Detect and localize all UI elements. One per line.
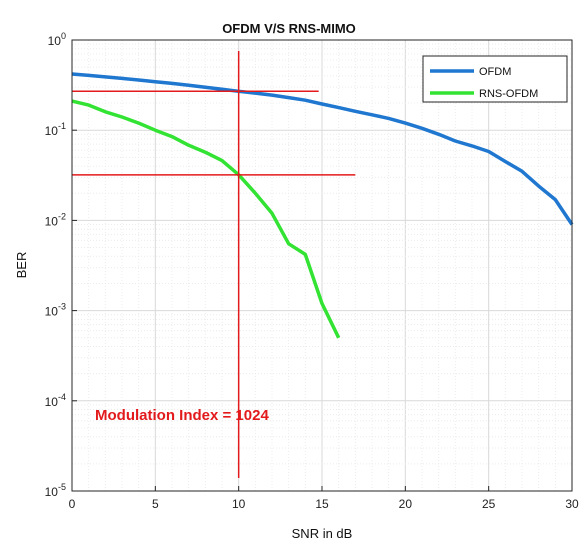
- x-tick-label: 25: [482, 497, 496, 511]
- x-tick-label: 0: [69, 497, 76, 511]
- y-tick-label: 10-5: [45, 482, 66, 499]
- x-axis-label: SNR in dB: [292, 526, 353, 541]
- legend: OFDM RNS-OFDM: [422, 55, 568, 103]
- x-axis: 0 5 10 15 20 25 30: [69, 486, 579, 511]
- series-layer: [71, 72, 574, 339]
- x-tick-label: 10: [232, 497, 246, 511]
- y-tick-label: 10-4: [45, 392, 66, 409]
- series-line-ofdm: [71, 72, 574, 226]
- y-tick-label: 10-1: [45, 121, 66, 138]
- chart-title: OFDM V/S RNS-MIMO: [222, 21, 356, 36]
- series-line-rns-ofdm: [71, 99, 341, 339]
- x-tick-label: 15: [315, 497, 329, 511]
- annotation-layer: [72, 51, 356, 478]
- x-tick-label: 5: [152, 497, 159, 511]
- y-axis: 100 10-1 10-2 10-3 10-4 10-5: [45, 31, 77, 499]
- y-tick-label: 10-2: [45, 211, 66, 228]
- legend-label-ofdm: OFDM: [479, 66, 511, 78]
- y-tick-label: 100: [48, 31, 66, 48]
- legend-label-rns-ofdm: RNS-OFDM: [479, 88, 538, 100]
- y-tick-label: 10-3: [45, 302, 66, 319]
- y-axis-label: BER: [14, 252, 29, 279]
- modulation-index-annotation: Modulation Index = 1024: [95, 407, 269, 424]
- x-tick-label: 30: [565, 497, 579, 511]
- x-tick-label: 20: [399, 497, 413, 511]
